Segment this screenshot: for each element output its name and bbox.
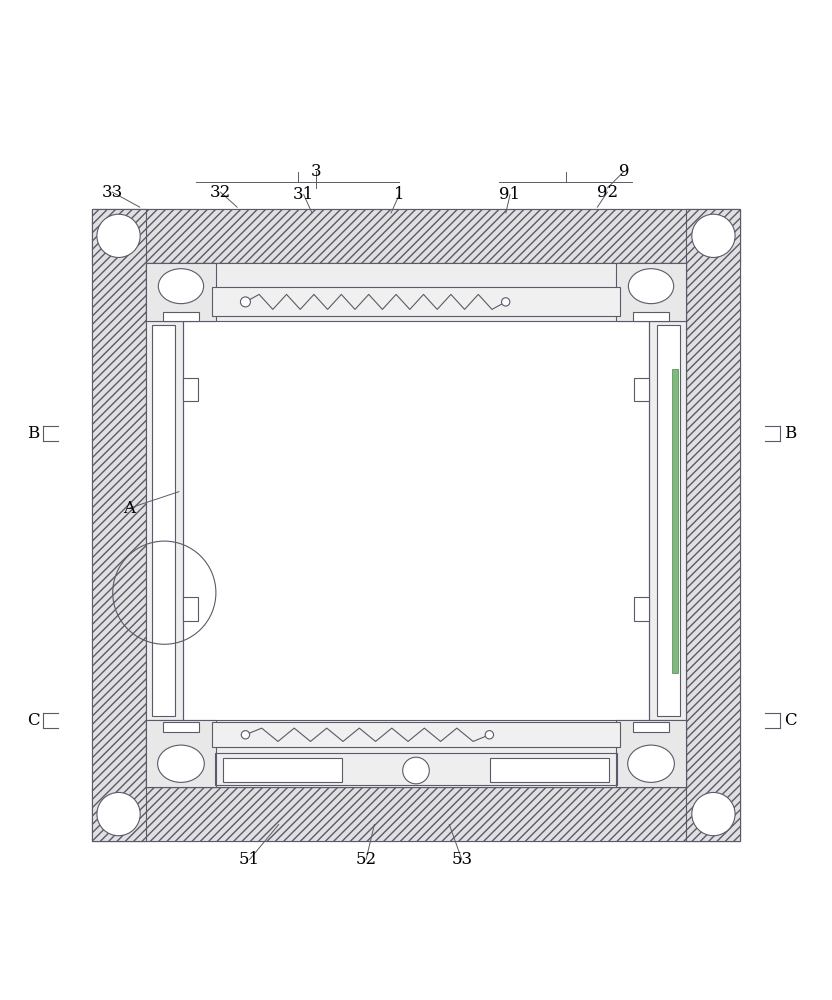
Bar [183,597,198,621]
Circle shape [241,731,250,739]
Bar [223,758,342,782]
Circle shape [97,214,140,257]
Text: 33: 33 [102,184,123,201]
Bar [657,325,680,716]
Ellipse shape [158,269,204,304]
Bar [146,720,216,787]
Bar [146,263,686,321]
Bar [152,325,175,716]
Text: B: B [785,425,796,442]
Bar [616,263,686,321]
Bar [649,321,686,720]
Ellipse shape [628,269,674,304]
Text: C: C [27,712,40,729]
Text: 91: 91 [499,186,521,203]
Text: 92: 92 [597,184,618,201]
Bar [92,209,146,841]
Bar [92,787,740,841]
Circle shape [502,298,510,306]
Circle shape [485,731,493,739]
Bar [212,722,620,747]
Bar [212,287,620,316]
Bar [633,722,669,732]
Bar [183,378,198,401]
Bar [633,312,669,321]
Circle shape [692,792,735,836]
Text: C: C [784,712,797,729]
Circle shape [240,297,250,307]
Bar [490,758,609,782]
Text: 9: 9 [619,163,629,180]
Text: A: A [123,500,135,517]
Text: 1: 1 [394,186,404,203]
Text: 51: 51 [239,851,260,868]
Ellipse shape [157,745,205,782]
Text: 53: 53 [451,851,473,868]
Bar [616,720,686,787]
Bar [634,378,649,401]
Bar [163,722,199,732]
Bar [163,312,199,321]
Bar [92,209,740,263]
Circle shape [403,757,429,784]
Bar [215,753,617,785]
Bar [92,209,740,841]
Bar [146,263,216,321]
Text: B: B [27,425,39,442]
Text: 31: 31 [293,186,314,203]
Ellipse shape [627,745,675,782]
Bar [634,597,649,621]
Text: 32: 32 [210,184,231,201]
Bar [686,209,740,841]
Bar [146,263,686,787]
Text: 3: 3 [311,163,321,180]
Bar [146,321,183,720]
Text: 52: 52 [355,851,377,868]
Circle shape [692,214,735,257]
Bar [146,720,686,787]
Circle shape [97,792,140,836]
Bar [671,369,677,673]
